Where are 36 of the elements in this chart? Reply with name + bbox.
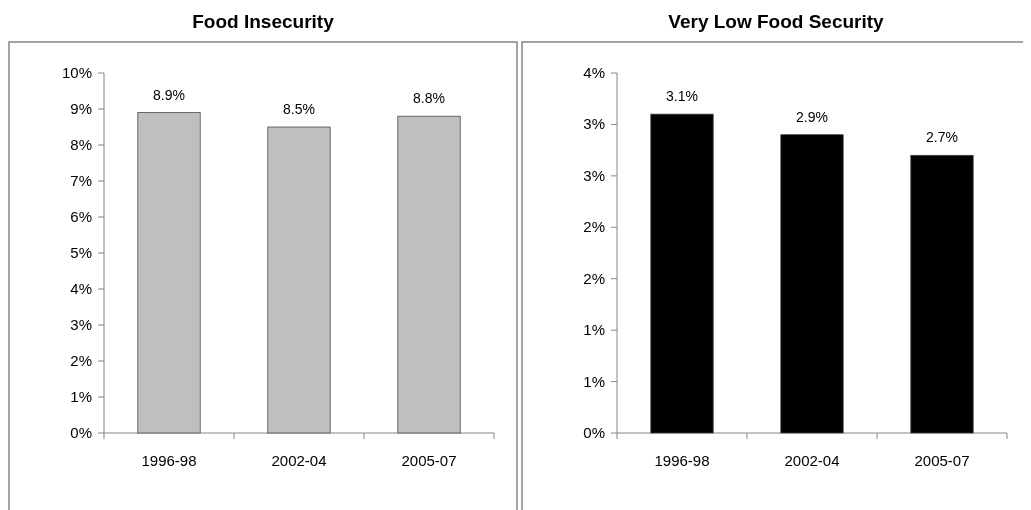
x-tick-label: 2002-04 — [784, 452, 840, 469]
x-tick-label: 1996-98 — [654, 452, 710, 469]
y-tick-label: 6% — [70, 208, 92, 225]
data-label: 8.8% — [413, 90, 445, 107]
y-tick-label: 8% — [70, 136, 92, 153]
y-tick-label: 0% — [583, 424, 605, 441]
data-label: 8.5% — [283, 101, 315, 117]
y-tick-label: 3% — [583, 115, 605, 133]
y-tick-label: 5% — [70, 244, 92, 261]
y-tick-label: 2% — [70, 352, 92, 369]
y-tick-label: 1% — [583, 372, 605, 390]
data-label: 2.7% — [926, 129, 958, 146]
y-tick-label: 7% — [70, 172, 92, 189]
data-label: 2.9% — [796, 108, 828, 125]
y-tick-label: 3% — [583, 166, 605, 184]
y-tick-label: 0% — [70, 424, 92, 441]
y-tick-label: 4% — [583, 64, 605, 81]
y-tick-label: 2% — [583, 269, 605, 287]
bar — [910, 154, 974, 434]
x-tick-label: 2005-07 — [914, 452, 970, 469]
y-tick-label: 10% — [61, 64, 92, 81]
y-tick-label: 9% — [70, 100, 92, 117]
x-tick-label: 2005-07 — [401, 452, 457, 469]
bar — [650, 113, 714, 434]
chart-title: Food Insecurity — [192, 11, 335, 32]
y-tick-label: 1% — [583, 321, 605, 339]
data-label: 3.1% — [666, 88, 698, 105]
y-tick-label: 2% — [583, 218, 605, 236]
chart-title: Very Low Food Security — [668, 11, 885, 32]
bar — [780, 134, 844, 434]
x-tick-label: 2002-04 — [271, 452, 327, 469]
y-tick-label: 1% — [70, 388, 92, 405]
data-label: 8.9% — [153, 86, 185, 103]
y-tick-label: 3% — [70, 316, 92, 333]
y-tick-label: 4% — [70, 280, 92, 297]
x-tick-label: 1996-98 — [141, 452, 197, 469]
